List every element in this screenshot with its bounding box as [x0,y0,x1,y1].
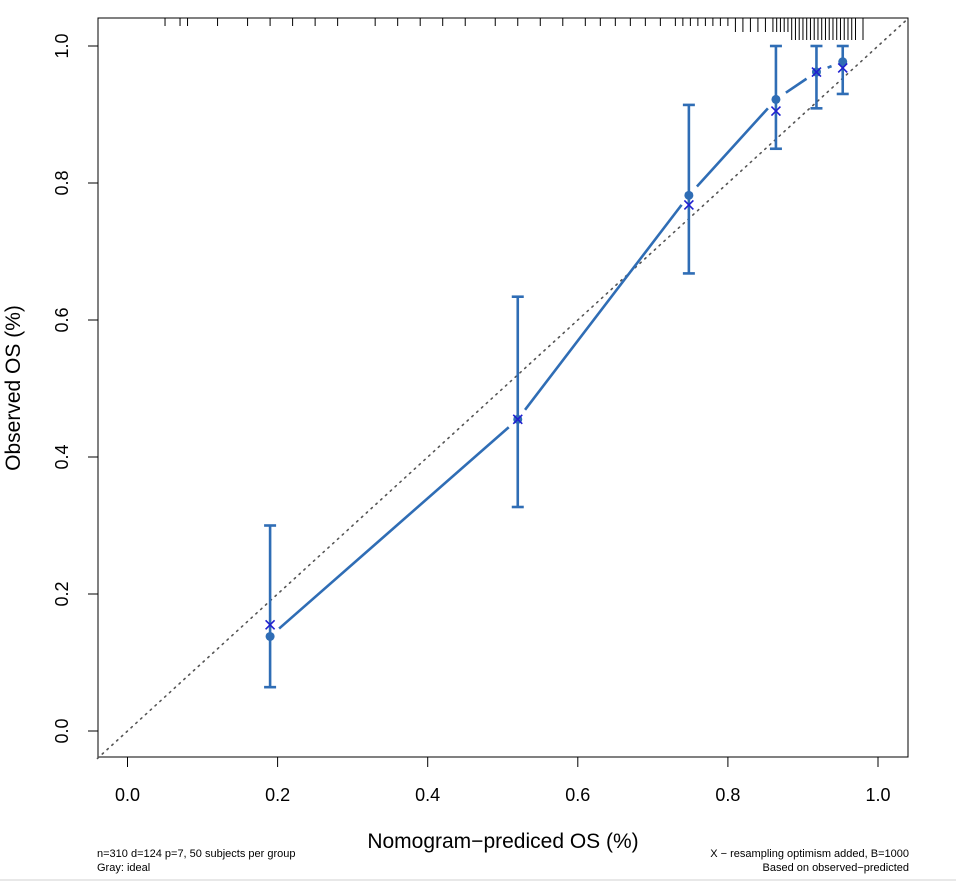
corrected-point-stroke-b-2 [683,199,694,210]
error-bars [264,44,849,689]
y-tick-label-1: 0.2 [52,581,72,606]
corrected-point-stroke-b-1 [512,414,523,425]
observed-point-5 [838,57,848,67]
observed-point-2 [684,190,694,200]
observed-segment-2 [695,107,769,188]
observed-segment-1 [524,204,683,411]
observed-segment-0 [278,426,510,630]
corrected-points [265,62,848,630]
y-tick-label-5: 1.0 [52,33,72,58]
ideal-diagonal [96,17,909,760]
corrected-point-3 [770,106,781,117]
observed-points [265,57,848,641]
corrected-point-4 [811,66,822,78]
y-tick-label-3: 0.6 [52,307,72,332]
corrected-point-0 [265,619,276,630]
y-axis-label: Observed OS (%) [2,305,25,471]
observed-line [278,64,833,630]
corrected-point-stroke-b-4 [811,66,822,78]
corrected-point-stroke-b-0 [265,619,276,630]
corrected-point-1 [512,414,523,425]
bottom-divider [0,879,956,881]
footnote-gray-ideal: Gray: ideal [97,862,151,874]
y-axis: 0.0 0.2 0.4 0.6 0.8 1.0 [52,33,98,744]
observed-point-3 [771,94,781,104]
footnote-sample-info: n=310 d=124 p=7, 50 subjects per group [97,848,296,860]
rug-marks [164,18,864,40]
x-tick-label-0: 0.0 [115,785,140,805]
corrected-point-stroke-b-5 [837,62,848,73]
x-tick-label-1: 0.2 [265,785,290,805]
x-axis: 0.0 0.2 0.4 0.6 0.8 1.0 [115,757,891,805]
x-tick-label-3: 0.6 [565,785,590,805]
x-tick-label-5: 1.0 [865,785,890,805]
plot-frame [97,17,909,758]
footnote-resampling: X − resampling optimism added, B=1000 [710,848,909,860]
corrected-point-2 [683,199,694,210]
y-tick-label-2: 0.4 [52,444,72,469]
corrected-point-5 [837,62,848,73]
footnote-basis: Based on observed−predicted [762,862,909,874]
x-tick-label-2: 0.4 [415,785,440,805]
y-tick-label-0: 0.0 [52,718,72,743]
observed-point-0 [265,631,275,641]
y-tick-label-4: 0.8 [52,170,72,195]
x-axis-label: Nomogram−prediced OS (%) [367,830,638,853]
corrected-point-stroke-b-3 [770,106,781,117]
x-tick-label-4: 0.8 [715,785,740,805]
observed-segment-3 [785,77,808,94]
observed-segment-4 [827,64,833,69]
ideal-line [96,17,909,760]
